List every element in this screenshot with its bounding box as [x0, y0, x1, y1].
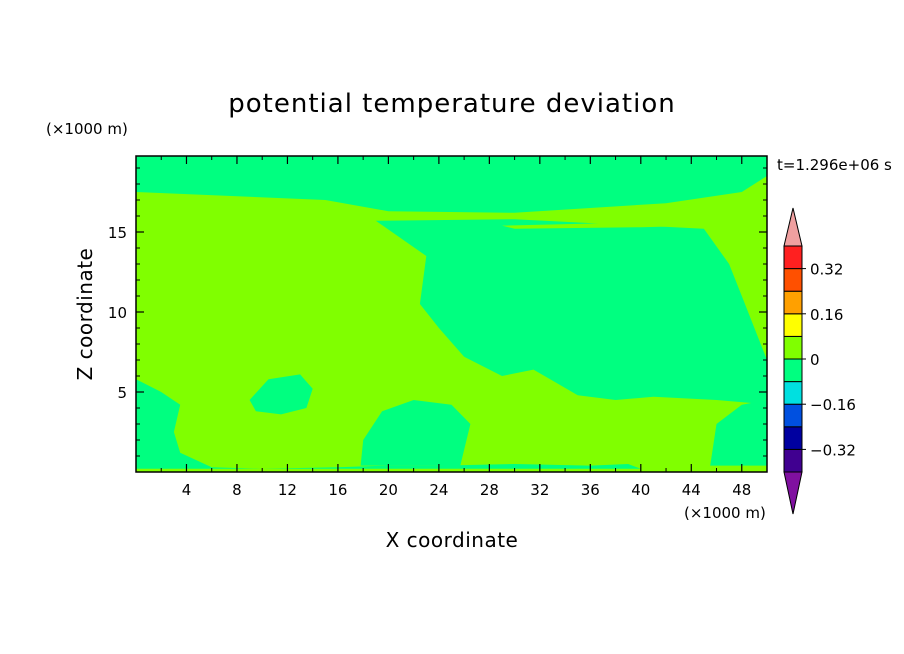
- colorbar-tick-label: −0.16: [810, 396, 856, 414]
- y-ticks: 5 10 15: [108, 167, 767, 457]
- colorbar-segment: [783, 313, 803, 337]
- colorbar-segment: [783, 268, 803, 292]
- colorbar-tick-label: 0.16: [810, 306, 843, 324]
- x-tick-label: 44: [682, 481, 701, 499]
- x-tick-label: 48: [732, 481, 751, 499]
- colorbar-segment: [783, 448, 803, 473]
- contour-regions: [136, 156, 767, 469]
- y-tick-label: 15: [108, 224, 127, 242]
- y-axis-label: Z coordinate: [73, 248, 97, 381]
- colorbar-segment: [783, 426, 803, 450]
- colorbar-tick-label: 0.32: [810, 261, 843, 279]
- y-unit-label: (×1000 m): [46, 120, 128, 138]
- x-ticks: 4 8 12 16 20 24 28 32 36 40 44 48: [160, 156, 751, 499]
- x-tick-label: 24: [429, 481, 448, 499]
- time-label: t=1.296e+06 s: [777, 156, 892, 174]
- x-tick-label: 8: [232, 481, 242, 499]
- x-tick-label: 36: [581, 481, 600, 499]
- chart-title: potential temperature deviation: [228, 89, 675, 119]
- contour-region-1: [375, 219, 767, 404]
- colorbar-over-triangle: [783, 207, 803, 247]
- plot-frame: [135, 155, 768, 473]
- colorbar: 0.32 0.16 0 −0.16 −0.32: [783, 207, 856, 515]
- colorbar-tick-label: −0.32: [810, 441, 856, 459]
- x-tick-label: 12: [278, 481, 297, 499]
- colorbar-tick-label: 0: [810, 351, 820, 369]
- x-tick-label: 40: [631, 481, 650, 499]
- contour-region-4: [249, 374, 313, 415]
- x-tick-label: 20: [379, 481, 398, 499]
- colorbar-segment: [783, 358, 803, 383]
- contour-region-6: [533, 156, 603, 184]
- contour-region-2: [136, 379, 641, 469]
- colorbar-under-triangle: [783, 471, 803, 515]
- x-tick-label: 16: [328, 481, 347, 499]
- x-axis-label: X coordinate: [386, 528, 519, 552]
- colorbar-segment: [783, 245, 803, 270]
- colorbar-segment: [783, 403, 803, 428]
- contour-band-0: [136, 219, 376, 231]
- contour-region-5: [710, 400, 767, 466]
- y-tick-label: 10: [108, 304, 127, 322]
- x-tick-label: 4: [182, 481, 192, 499]
- colorbar-segment: [783, 381, 803, 405]
- contour-band-1: [502, 222, 767, 229]
- contour-region-0: [136, 156, 767, 213]
- x-tick-label: 28: [480, 481, 499, 499]
- x-tick-label: 32: [530, 481, 549, 499]
- y-tick-label: 5: [117, 384, 127, 402]
- colorbar-segment: [783, 335, 803, 360]
- colorbar-segment: [783, 290, 803, 315]
- x-unit-label: (×1000 m): [684, 504, 766, 522]
- contour-region-3: [360, 400, 471, 466]
